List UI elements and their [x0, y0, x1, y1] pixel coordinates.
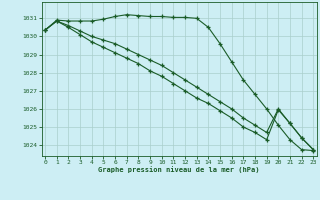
X-axis label: Graphe pression niveau de la mer (hPa): Graphe pression niveau de la mer (hPa) — [99, 167, 260, 173]
